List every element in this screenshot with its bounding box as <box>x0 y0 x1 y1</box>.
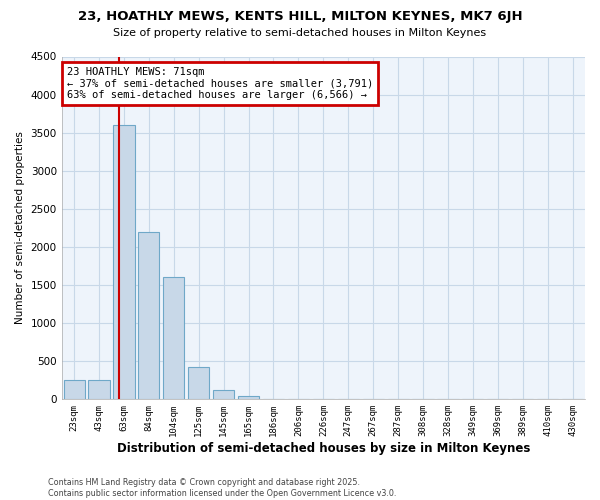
Bar <box>163 278 184 400</box>
X-axis label: Distribution of semi-detached houses by size in Milton Keynes: Distribution of semi-detached houses by … <box>116 442 530 455</box>
Bar <box>113 125 134 400</box>
Bar <box>64 380 85 400</box>
Bar <box>88 380 110 400</box>
Bar <box>213 390 234 400</box>
Bar <box>138 232 160 400</box>
Bar <box>188 366 209 400</box>
Y-axis label: Number of semi-detached properties: Number of semi-detached properties <box>15 132 25 324</box>
Text: 23, HOATHLY MEWS, KENTS HILL, MILTON KEYNES, MK7 6JH: 23, HOATHLY MEWS, KENTS HILL, MILTON KEY… <box>77 10 523 23</box>
Text: 23 HOATHLY MEWS: 71sqm
← 37% of semi-detached houses are smaller (3,791)
63% of : 23 HOATHLY MEWS: 71sqm ← 37% of semi-det… <box>67 67 373 100</box>
Text: Contains HM Land Registry data © Crown copyright and database right 2025.
Contai: Contains HM Land Registry data © Crown c… <box>48 478 397 498</box>
Bar <box>238 396 259 400</box>
Text: Size of property relative to semi-detached houses in Milton Keynes: Size of property relative to semi-detach… <box>113 28 487 38</box>
